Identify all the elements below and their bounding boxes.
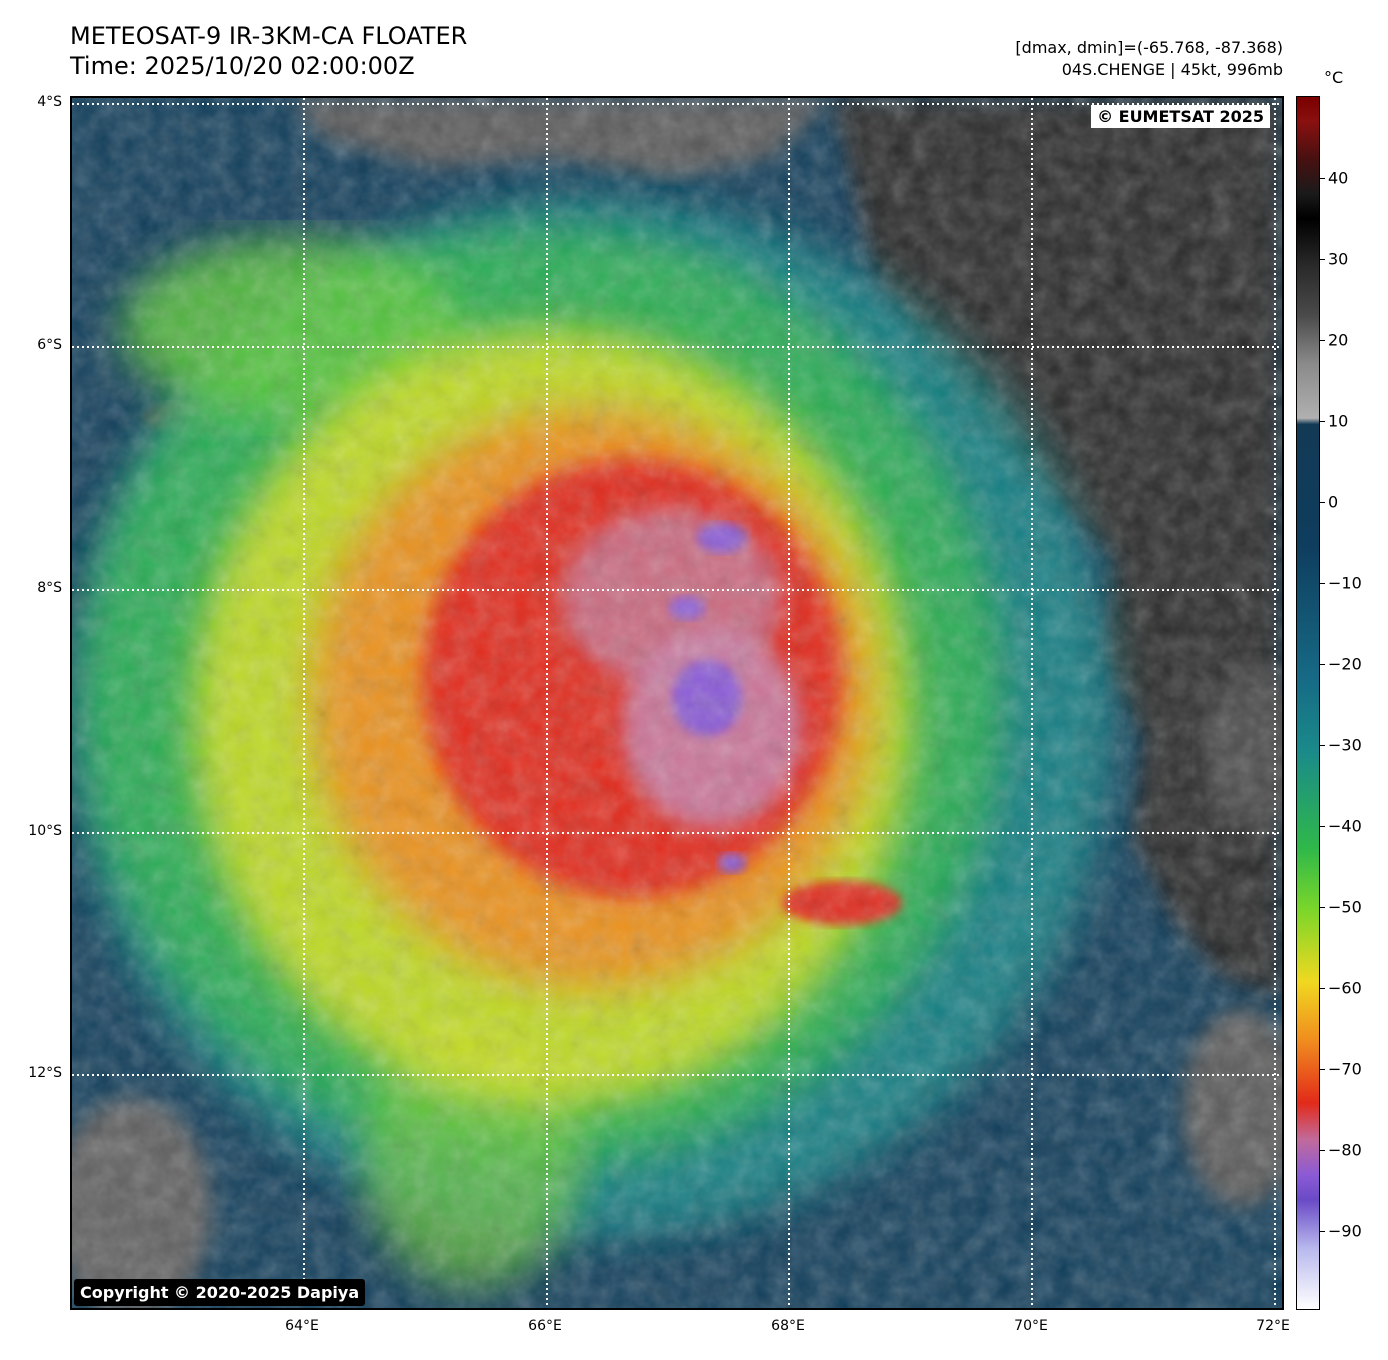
dapiya-credit: Copyright © 2020-2025 Dapiya bbox=[74, 1279, 366, 1306]
colorbar-tick-mark bbox=[1320, 340, 1325, 341]
graticule bbox=[72, 98, 1282, 1308]
colorbar-tick-label: −30 bbox=[1328, 735, 1362, 755]
colorbar-tick-mark bbox=[1320, 1069, 1325, 1070]
colorbar-tick-label: −70 bbox=[1328, 1059, 1362, 1079]
colorbar-tick-mark bbox=[1320, 583, 1325, 584]
colorbar-tick-label: 40 bbox=[1328, 168, 1349, 188]
colorbar-tick-label: 0 bbox=[1328, 492, 1339, 512]
colorbar-tick-mark bbox=[1320, 664, 1325, 665]
colorbar-tick-mark bbox=[1320, 421, 1325, 422]
map-time: Time: 2025/10/20 02:00:00Z bbox=[70, 52, 415, 80]
lon-label-64e: 64°E bbox=[285, 1318, 319, 1334]
lat-label-12s: 12°S bbox=[28, 1065, 62, 1081]
colorbar-tick-label: 20 bbox=[1328, 330, 1349, 350]
lat-label-4s: 4°S bbox=[37, 94, 62, 110]
lon-label-70e: 70°E bbox=[1014, 1318, 1048, 1334]
colorbar-tick-label: −20 bbox=[1328, 654, 1362, 674]
colorbar-tick-label: −60 bbox=[1328, 978, 1362, 998]
colorbar-tick-mark bbox=[1320, 178, 1325, 179]
colorbar-tick-label: −50 bbox=[1328, 897, 1362, 917]
colorbar-tick-mark bbox=[1320, 1150, 1325, 1151]
map-title: METEOSAT-9 IR-3KM-CA FLOATER bbox=[70, 22, 468, 50]
eumetsat-credit: © EUMETSAT 2025 bbox=[1091, 105, 1270, 128]
colorbar-tick-label: −90 bbox=[1328, 1221, 1362, 1241]
lon-label-72e: 72°E bbox=[1256, 1318, 1290, 1334]
infrared-imagery bbox=[72, 98, 1282, 1308]
colorbar-tick-label: 30 bbox=[1328, 249, 1349, 269]
satellite-image: © EUMETSAT 2025 Copyright © 2020-2025 Da… bbox=[70, 96, 1284, 1310]
temperature-range: [dmax, dmin]=(-65.768, -87.368) bbox=[1015, 38, 1283, 57]
lat-label-6s: 6°S bbox=[37, 337, 62, 353]
colorbar-tick-label: −10 bbox=[1328, 573, 1362, 593]
lon-label-66e: 66°E bbox=[528, 1318, 562, 1334]
colorbar-tick-label: 10 bbox=[1328, 411, 1349, 431]
colorbar-tick-mark bbox=[1320, 826, 1325, 827]
colorbar-tick-label: −40 bbox=[1328, 816, 1362, 836]
storm-info: 04S.CHENGE | 45kt, 996mb bbox=[1061, 60, 1283, 79]
colorbar-tick-mark bbox=[1320, 502, 1325, 503]
colorbar-tick-mark bbox=[1320, 259, 1325, 260]
colorbar-tick-mark bbox=[1320, 907, 1325, 908]
colorbar-tick-mark bbox=[1320, 745, 1325, 746]
temperature-colorbar bbox=[1296, 96, 1320, 1310]
lat-label-10s: 10°S bbox=[28, 823, 62, 839]
colorbar-tick-mark bbox=[1320, 1231, 1325, 1232]
lat-label-8s: 8°S bbox=[37, 580, 62, 596]
lon-label-68e: 68°E bbox=[771, 1318, 805, 1334]
colorbar-tick-mark bbox=[1320, 988, 1325, 989]
colorbar-unit: °C bbox=[1324, 68, 1344, 87]
colorbar-tick-label: −80 bbox=[1328, 1140, 1362, 1160]
